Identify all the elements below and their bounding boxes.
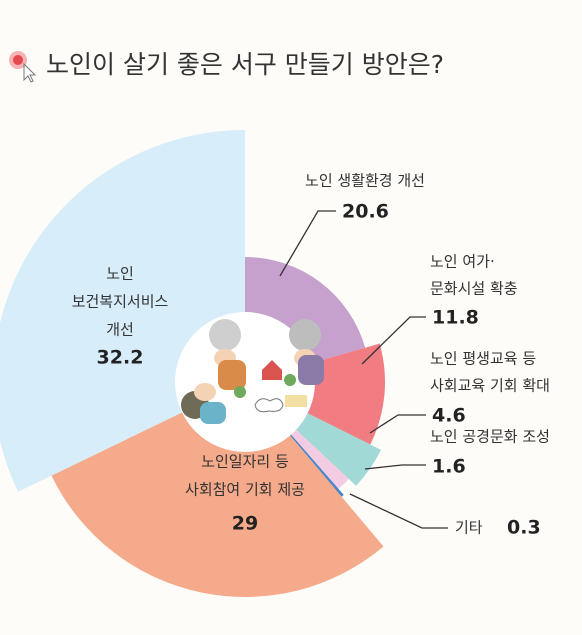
tree xyxy=(284,374,296,386)
value-label: 1.6 xyxy=(432,456,466,478)
figure-body xyxy=(218,360,246,390)
title-icon xyxy=(9,51,37,83)
donut-segment xyxy=(51,411,384,597)
value-label: 11.8 xyxy=(432,307,479,329)
figure-head xyxy=(209,319,241,351)
illustration xyxy=(181,319,324,424)
segment-label: 노인일자리 등 xyxy=(201,453,289,471)
figure-head xyxy=(289,319,321,351)
segment-label: 노인 공경문화 조성 xyxy=(430,428,550,446)
segment-label: 사회참여 기회 제공 xyxy=(185,481,305,499)
segment-label: 노인 평생교육 등 xyxy=(430,350,536,368)
value-label: 4.6 xyxy=(432,405,466,427)
figure-face xyxy=(194,383,216,401)
donut-segment xyxy=(289,428,349,489)
chart-title: 노인이 살기 좋은 서구 만들기 방안은? xyxy=(46,50,444,79)
book xyxy=(285,395,307,407)
segment-label: 노인 xyxy=(106,265,134,283)
leader-line xyxy=(349,493,448,529)
segment-label: 사회교육 기회 확대 xyxy=(430,377,550,395)
donut-segment xyxy=(0,130,245,492)
value-label: 29 xyxy=(232,513,258,535)
leader-line xyxy=(279,210,336,277)
tree xyxy=(234,386,246,398)
value-label: 20.6 xyxy=(342,201,389,223)
segment-label: 개선 xyxy=(106,321,134,339)
figure-body xyxy=(200,402,226,424)
segment-label: 노인 생활환경 개선 xyxy=(305,172,425,190)
cloud xyxy=(254,398,284,413)
house xyxy=(262,360,282,380)
segment-label: 기타 xyxy=(455,519,483,537)
donut-segment xyxy=(305,343,385,445)
value-label: 32.2 xyxy=(97,347,144,369)
leader-line xyxy=(364,464,426,470)
figure-body xyxy=(298,355,324,385)
segment-label: 보건복지서비스 xyxy=(72,293,169,311)
segment-label: 문화시설 확충 xyxy=(430,280,518,298)
value-label: 0.3 xyxy=(507,517,541,539)
segment-label: 노인 여가· xyxy=(430,253,495,271)
donut-segment xyxy=(245,257,366,364)
leader-line xyxy=(361,316,426,365)
leader-line xyxy=(369,414,426,434)
donut-segment xyxy=(288,433,344,497)
donut-segment xyxy=(294,412,382,486)
